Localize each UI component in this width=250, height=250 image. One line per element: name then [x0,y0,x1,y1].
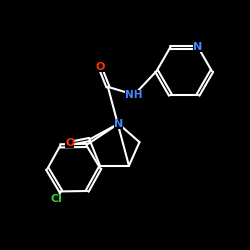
Text: Cl: Cl [50,194,62,204]
Text: N: N [114,119,123,129]
Text: NH: NH [126,90,143,100]
Text: O: O [95,62,105,72]
Text: O: O [65,138,74,148]
Text: N: N [194,42,203,52]
